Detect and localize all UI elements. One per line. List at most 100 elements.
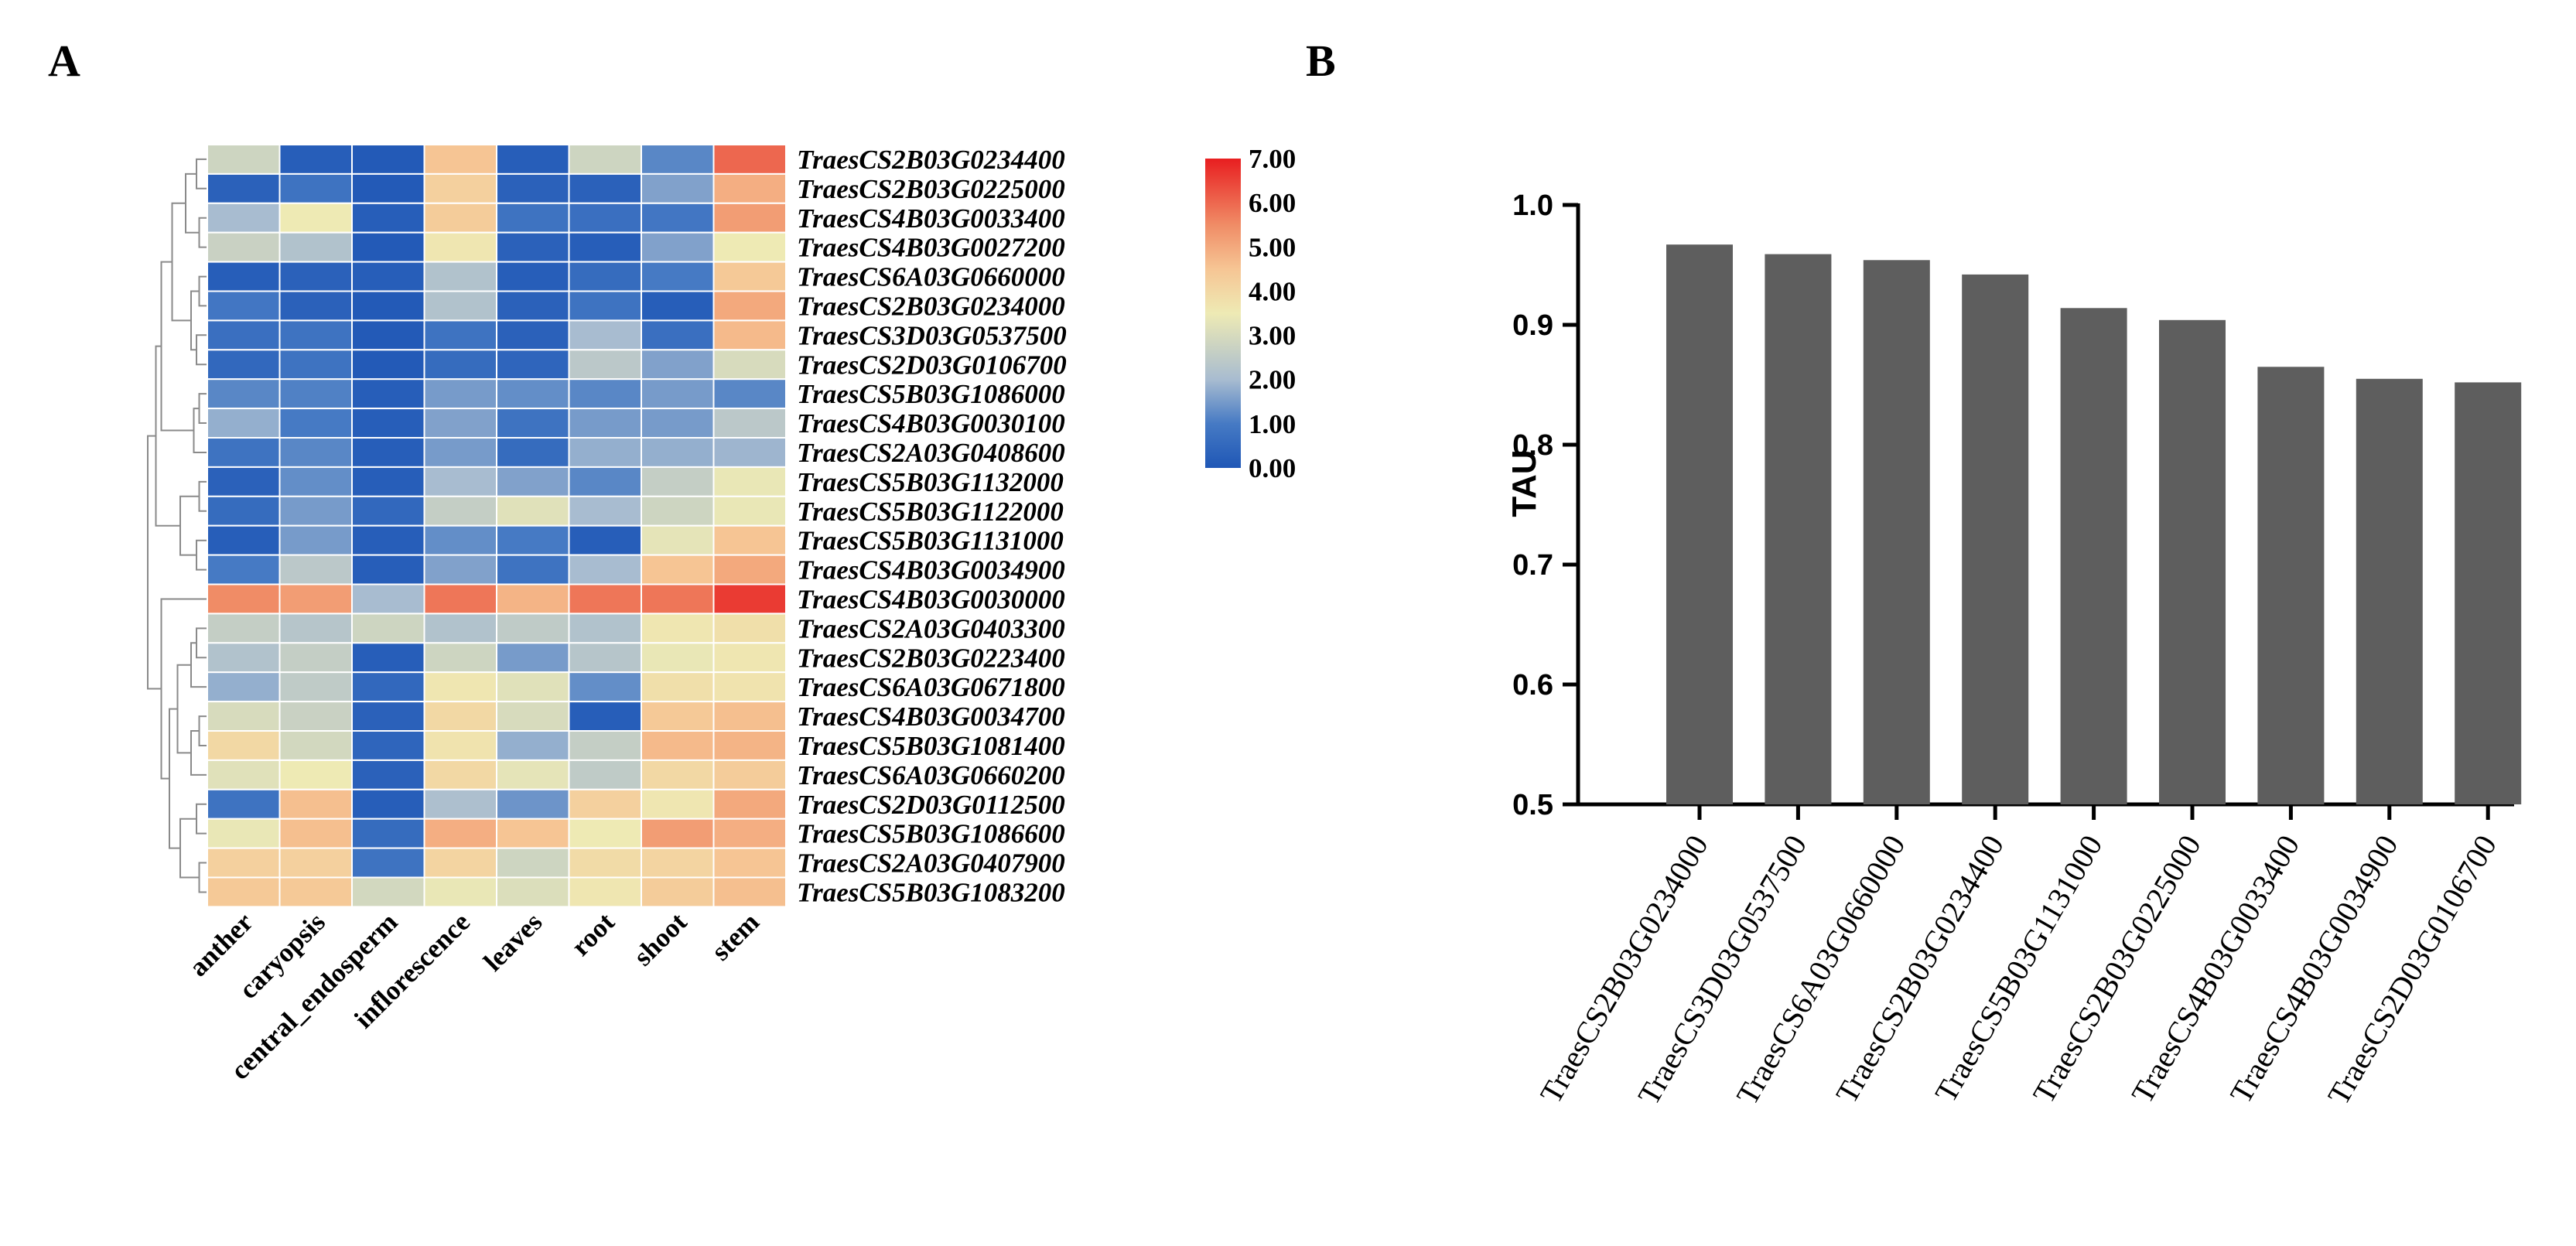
heatmap-row-label: TraesCS2A03G0403300 bbox=[797, 613, 1065, 643]
heatmap-cell bbox=[207, 349, 281, 381]
bar-axes: 0.5 0.6 0.7 0.8 0.9 1.0 bbox=[1512, 189, 2514, 821]
bar bbox=[1863, 260, 1930, 804]
heatmap-cell bbox=[207, 408, 281, 439]
dendrogram-branch bbox=[198, 393, 207, 424]
heatmap-cell bbox=[641, 847, 715, 879]
heatmap-panel: TraesCS2B03G0234400TraesCS2B03G0225000Tr… bbox=[147, 144, 1296, 1086]
heatmap-cell bbox=[568, 172, 642, 204]
heatmap-cell bbox=[351, 290, 425, 322]
heatmap-row-label: TraesCS5B03G1083200 bbox=[797, 878, 1065, 908]
heatmap-cell bbox=[568, 730, 642, 761]
heatmap-cell bbox=[712, 349, 787, 381]
heatmap-cell bbox=[278, 495, 353, 527]
x-tick-label: TraesCS2D03G0106700 bbox=[2321, 829, 2503, 1111]
heatmap-cell bbox=[641, 290, 715, 322]
colorbar-tick-label: 6.00 bbox=[1249, 188, 1296, 218]
y-tick-label: 0.9 bbox=[1512, 309, 1553, 342]
heatmap-cell bbox=[423, 172, 497, 204]
heatmap-cell bbox=[641, 583, 715, 615]
heatmap-cell bbox=[568, 524, 642, 556]
heatmap-cell bbox=[641, 231, 715, 263]
heatmap-cell bbox=[496, 730, 570, 761]
heatmap-cell bbox=[712, 847, 787, 879]
bar bbox=[2257, 367, 2325, 805]
heatmap-cell bbox=[568, 818, 642, 849]
heatmap-cell bbox=[351, 466, 425, 497]
y-tick-label: 0.7 bbox=[1512, 549, 1553, 582]
bar-chart-panel: 0.50.60.70.80.91.0 TraesCS2B03G0234000Tr… bbox=[1505, 189, 2522, 1111]
heatmap-cell bbox=[207, 701, 281, 732]
heatmap-cell bbox=[712, 319, 787, 351]
heatmap-cell bbox=[278, 378, 353, 410]
heatmap-cell bbox=[496, 261, 570, 292]
panel-label-a: A bbox=[48, 36, 80, 86]
heatmap-cell bbox=[423, 231, 497, 263]
heatmap-cell bbox=[351, 642, 425, 674]
heatmap-cell bbox=[207, 378, 281, 410]
heatmap-row-label: TraesCS6A03G0660000 bbox=[797, 262, 1065, 292]
heatmap-cell bbox=[351, 319, 425, 351]
heatmap-cell bbox=[351, 671, 425, 703]
heatmap-cell bbox=[351, 847, 425, 879]
heatmap-cell bbox=[712, 671, 787, 703]
heatmap-cell bbox=[351, 613, 425, 644]
heatmap-cell bbox=[278, 759, 353, 790]
heatmap-cell bbox=[423, 202, 497, 234]
heatmap-row-label: TraesCS6A03G0671800 bbox=[797, 672, 1065, 702]
dendrogram-branch bbox=[198, 862, 207, 893]
heatmap-cell bbox=[207, 876, 281, 908]
heatmap-cell bbox=[351, 144, 425, 175]
heatmap-cell bbox=[641, 788, 715, 820]
heatmap-cell bbox=[568, 202, 642, 234]
heatmap-cell bbox=[496, 613, 570, 644]
dendrogram-branch bbox=[198, 480, 207, 512]
bar bbox=[2455, 382, 2522, 804]
heatmap-cell bbox=[351, 701, 425, 732]
heatmap-cell bbox=[278, 847, 353, 879]
heatmap-cell bbox=[712, 613, 787, 644]
heatmap-cell bbox=[712, 231, 787, 263]
heatmap-column-label: root bbox=[565, 906, 620, 961]
heatmap-cell bbox=[496, 144, 570, 175]
colorbar-tick-label: 5.00 bbox=[1249, 232, 1296, 262]
heatmap-cell bbox=[496, 349, 570, 381]
heatmap-cell bbox=[278, 202, 353, 234]
heatmap-cell bbox=[207, 437, 281, 468]
heatmap-cell bbox=[278, 583, 353, 615]
panel-label-b: B bbox=[1306, 36, 1336, 86]
heatmap-cell bbox=[278, 231, 353, 263]
heatmap-cell bbox=[496, 701, 570, 732]
heatmap-cell bbox=[568, 437, 642, 468]
heatmap-cell bbox=[641, 642, 715, 674]
dendrogram-branch bbox=[196, 627, 207, 659]
heatmap-cell bbox=[568, 642, 642, 674]
dendrogram-branch bbox=[196, 803, 207, 835]
dendrogram-branch bbox=[190, 642, 207, 688]
heatmap-cell bbox=[641, 554, 715, 585]
heatmap-cell bbox=[496, 172, 570, 204]
x-tick-label: TraesCS4B03G0033400 bbox=[2124, 829, 2306, 1109]
heatmap-row-label: TraesCS5B03G1086000 bbox=[797, 379, 1065, 409]
bar bbox=[2159, 319, 2226, 804]
heatmap-cell bbox=[712, 759, 787, 790]
heatmap-row-label: TraesCS5B03G1132000 bbox=[797, 467, 1064, 497]
heatmap-cell bbox=[641, 613, 715, 644]
heatmap-cell bbox=[207, 818, 281, 849]
dendrogram-branch bbox=[160, 598, 207, 780]
heatmap-cell bbox=[712, 554, 787, 585]
dendrogram-branch bbox=[176, 664, 191, 754]
heatmap-cell bbox=[207, 847, 281, 879]
heatmap-cell bbox=[423, 495, 497, 527]
heatmap-cell bbox=[207, 554, 281, 585]
heatmap-cell bbox=[351, 876, 425, 908]
heatmap-cell bbox=[496, 466, 570, 497]
heatmap-cell bbox=[351, 349, 425, 381]
heatmap-cell bbox=[423, 759, 497, 790]
x-tick-label: TraesCS3D03G0537500 bbox=[1631, 829, 1813, 1111]
heatmap-cell bbox=[641, 378, 715, 410]
colorbar-tick-label: 4.00 bbox=[1249, 276, 1296, 306]
heatmap-cell bbox=[278, 290, 353, 322]
heatmap-cell bbox=[278, 818, 353, 849]
heatmap-row-label: TraesCS2B03G0225000 bbox=[797, 174, 1065, 204]
heatmap-cell bbox=[641, 730, 715, 761]
